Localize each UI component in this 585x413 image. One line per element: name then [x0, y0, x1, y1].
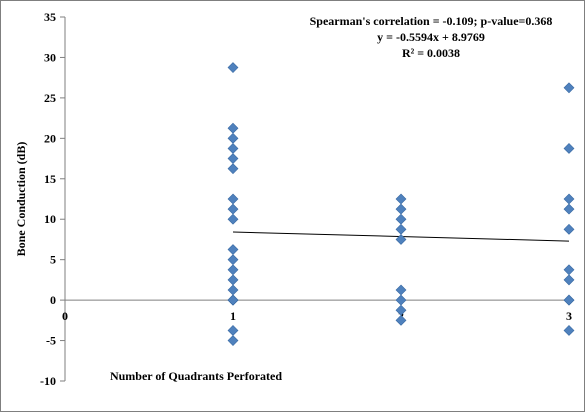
stats-annotation: Spearman's correlation = -0.109; p-value… — [310, 14, 553, 60]
data-point — [227, 122, 239, 134]
data-point — [227, 335, 239, 346]
data-point — [563, 203, 575, 215]
data-point — [395, 234, 407, 245]
data-points — [227, 62, 575, 346]
y-tick-label: 10 — [44, 212, 56, 226]
data-point — [227, 213, 239, 225]
x-tick-label: 1 — [230, 309, 236, 323]
data-point — [395, 223, 407, 235]
data-point — [395, 193, 407, 205]
x-tick-label: 0 — [62, 309, 68, 323]
data-point — [563, 264, 575, 276]
y-tick-label: 0 — [50, 293, 56, 307]
x-axis-title: Number of Quadrants Perforated — [110, 369, 282, 383]
data-point — [227, 62, 239, 73]
data-point — [227, 163, 239, 175]
y-tick-label: 5 — [50, 253, 56, 267]
regression-equation: y = -0.5594x + 8.9769 — [377, 30, 485, 44]
data-point — [227, 294, 239, 306]
data-point — [563, 274, 575, 286]
x-axis-ticks: 0123 — [62, 300, 572, 323]
y-axis-title: Bone Conduction (dB) — [14, 142, 28, 257]
data-point — [563, 223, 575, 235]
data-point — [227, 193, 239, 205]
data-point — [395, 284, 407, 296]
data-point — [395, 203, 407, 215]
data-point — [563, 143, 575, 154]
data-point — [563, 193, 575, 205]
data-point — [227, 132, 239, 144]
data-point — [395, 294, 407, 306]
data-point — [227, 143, 239, 154]
data-point — [227, 153, 239, 164]
y-axis-ticks: -10 -5 0 5 10 15 20 25 30 35 — [40, 10, 65, 388]
spearman-annotation: Spearman's correlation = -0.109; p-value… — [310, 14, 553, 28]
y-tick-label: 20 — [44, 131, 56, 145]
data-point — [227, 284, 239, 296]
y-tick-label: 25 — [44, 91, 56, 105]
r-squared: R² = 0.0038 — [402, 46, 460, 60]
data-point — [563, 325, 575, 336]
y-tick-label: 35 — [44, 10, 56, 24]
y-tick-label: -5 — [46, 334, 56, 348]
data-point — [395, 213, 407, 225]
data-point — [395, 314, 407, 326]
data-point — [227, 254, 239, 266]
x-tick-label: 3 — [566, 309, 572, 323]
data-point — [227, 203, 239, 215]
y-tick-label: -10 — [40, 374, 56, 388]
y-tick-label: 15 — [44, 172, 56, 186]
data-point — [563, 294, 575, 306]
data-point — [563, 82, 575, 94]
y-tick-label: 30 — [44, 50, 56, 64]
data-point — [227, 264, 239, 276]
data-point — [227, 274, 239, 286]
data-point — [227, 244, 239, 255]
data-point — [227, 325, 239, 336]
